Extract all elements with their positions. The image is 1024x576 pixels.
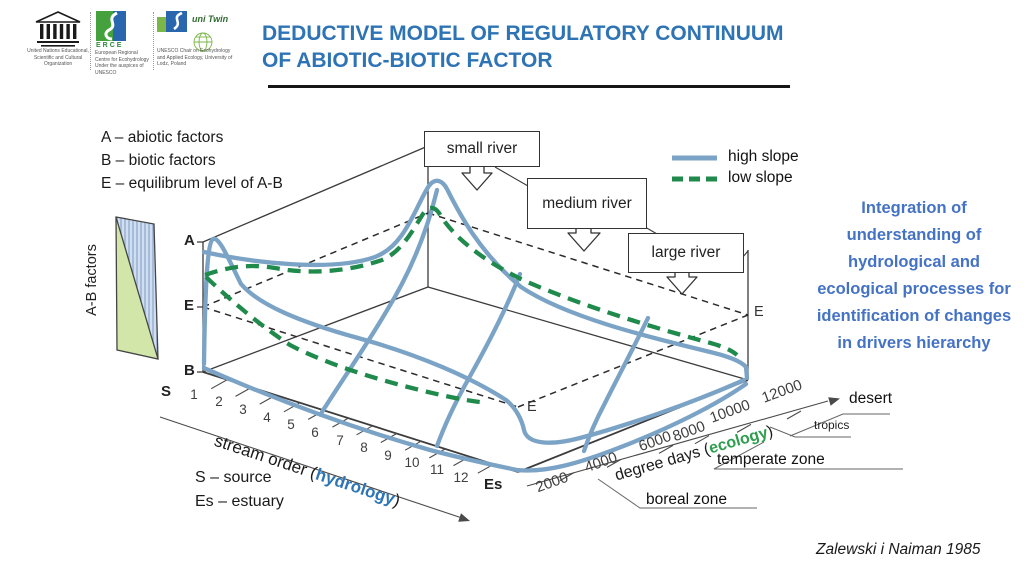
axis-label-a: A	[184, 232, 195, 249]
definition-b: B – biotic factors	[101, 152, 216, 169]
stream-tick-6: 6	[311, 425, 319, 440]
legend-swatches	[672, 155, 717, 182]
medium-river-label: medium river	[542, 194, 632, 212]
unitwin-logo-icon	[157, 11, 213, 52]
logo-separator	[90, 12, 91, 70]
erce-logo-name: ERCE	[96, 42, 124, 49]
stream-tick-12: 12	[453, 470, 469, 485]
equilibrium-label-front: E	[527, 399, 537, 415]
small-river-callout: small river	[424, 131, 540, 167]
medium-river-callout: medium river	[527, 178, 647, 229]
medium-river-cross-curve	[434, 271, 523, 449]
low-slope-curves	[204, 205, 739, 405]
stream-tick-8: 8	[360, 440, 368, 455]
small-river-label: small river	[446, 140, 518, 157]
stream-tick-1: 1	[190, 387, 198, 402]
source-estuary-definitions: S – source Es – estuary	[195, 466, 284, 514]
stream-tick-5: 5	[287, 417, 295, 432]
logo-separator-2	[153, 12, 154, 70]
axis-label-e: E	[184, 297, 195, 314]
axis-label-b: B	[184, 362, 195, 379]
stream-axis-arrowhead	[458, 513, 470, 522]
stream-tick-11: 11	[429, 462, 444, 477]
definition-source: S – source	[195, 469, 272, 486]
stream-tick-7: 7	[336, 433, 344, 448]
low-slope-front-curve	[204, 275, 481, 405]
degree-days-axis	[526, 400, 829, 487]
mid-longitudinal-curve	[201, 236, 747, 445]
large-river-cross-curve	[581, 315, 651, 454]
unesco-logo-caption: United Nations Educational, Scientific a…	[27, 48, 89, 67]
large-river-callout: large river	[628, 233, 744, 273]
chair-logo-caption: UNESCO Chair on Ecohydrology and Applied…	[157, 48, 233, 67]
definition-estuary: Es – estuary	[195, 493, 284, 510]
zone-desert: desert	[849, 390, 893, 407]
front-edge-curve	[201, 365, 749, 473]
attribution: Zalewski i Naiman 1985	[816, 541, 981, 558]
stream-tick-9: 9	[384, 448, 392, 463]
stream-tick-10: 10	[404, 455, 420, 470]
small-river-cross-curve	[319, 187, 440, 415]
unitwin-logo-name: uni Twin	[192, 14, 229, 24]
erce-logo-icon	[96, 11, 126, 41]
factor-definitions: A – abiotic factors B – biotic factors E…	[101, 126, 283, 195]
zone-temperate: temperate zone	[717, 451, 825, 468]
definition-e: E – equilibrum level of A-B	[101, 175, 283, 192]
erce-logo-caption: European Regional Centre for Ecohydrolog…	[95, 50, 149, 76]
back-ridge-curve	[201, 178, 750, 381]
small-river-arrow-icon	[461, 165, 493, 191]
stream-tick-3: 3	[239, 402, 247, 417]
ab-factors-axis-label: A-B factors	[84, 244, 100, 316]
unesco-logo-icon	[35, 11, 81, 47]
legend-low-slope-label: low slope	[728, 169, 793, 186]
axis-label-s: S	[161, 383, 172, 400]
title-underline	[268, 85, 790, 88]
large-river-label: large river	[651, 244, 721, 261]
slide-title-line2: OF ABIOTIC-BIOTIC FACTOR	[262, 49, 553, 72]
zone-tropics: tropics	[814, 418, 850, 432]
slide-title: DEDUCTIVE MODEL OF REGULATORY CONTINUUM …	[262, 20, 784, 74]
definition-a: A – abiotic factors	[101, 129, 224, 146]
ab-factors-plane	[115, 216, 159, 360]
zone-boreal: boreal zone	[646, 491, 728, 508]
equilibrium-label-right: E	[754, 304, 764, 320]
axis-label-es: Es	[484, 476, 503, 493]
low-slope-back-curve	[204, 205, 739, 357]
high-slope-curves	[201, 178, 750, 473]
zone-leader-lines	[597, 413, 903, 509]
side-note: Integration of understanding of hydrolog…	[816, 199, 1012, 352]
medium-river-arrow-icon	[567, 225, 601, 252]
slide-title-line1: DEDUCTIVE MODEL OF REGULATORY CONTINUUM	[262, 22, 784, 45]
legend-high-slope-label: high slope	[728, 148, 799, 165]
equilibrium-plane-dashed	[202, 212, 749, 408]
degree-axis-arrowhead	[828, 397, 840, 406]
stream-tick-2: 2	[215, 394, 223, 409]
stream-tick-4: 4	[263, 410, 271, 425]
